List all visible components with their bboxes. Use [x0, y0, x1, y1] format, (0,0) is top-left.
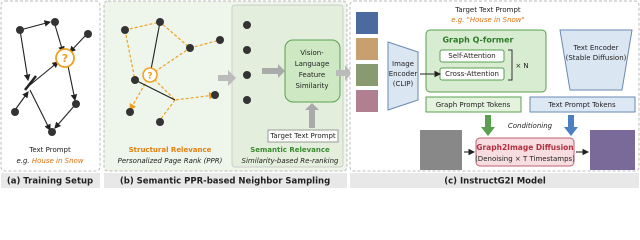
- diagram: ? Text Prompt e.g. House in Snow (a) Tra…: [0, 0, 640, 188]
- image-encoder: Encoder: [389, 70, 418, 78]
- diffusion-title: Graph2Image Diffusion: [476, 143, 573, 152]
- diffusion-subtitle: (Denoising × T Timestamps): [475, 155, 575, 163]
- svg-text:?: ?: [62, 52, 68, 65]
- caption-a: (a) Training Setup: [7, 177, 93, 187]
- qformer-title: Graph Q-former: [442, 36, 513, 45]
- similarity-line: Language: [295, 60, 330, 68]
- graph-tokens: Graph Prompt Tokens: [436, 101, 511, 109]
- semantic-subtitle: Similarity-based Re-ranking: [242, 157, 339, 165]
- panel-a: ? Text Prompt e.g. House in Snow (a) Tra…: [0, 0, 101, 188]
- image-encoder: (CLIP): [393, 80, 414, 88]
- cross-attention: Cross-Attention: [445, 70, 499, 78]
- caption-b: (b) Semantic PPR-based Neighbor Sampling: [120, 177, 330, 187]
- similarity-line: Vision-: [300, 49, 324, 57]
- semantic-title: Semantic Relevance: [250, 146, 330, 154]
- image-encoder: Image: [392, 60, 414, 68]
- panel-c: Image Encoder (CLIP) Target Text Prompt …: [349, 0, 640, 188]
- caption-c: (c) InstructG2I Model: [444, 177, 546, 187]
- prompt-label: Text Prompt: [28, 146, 71, 154]
- text-encoder: (Stable Diffusion): [566, 54, 627, 62]
- target-example: e.g. "House in Snow": [451, 16, 525, 24]
- similarity-line: Feature: [299, 71, 325, 79]
- target-prompt-b: Target Text Prompt: [269, 132, 336, 140]
- structural-subtitle: Personalized Page Rank (PPR): [118, 157, 223, 165]
- text-tokens: Text Prompt Tokens: [547, 101, 616, 109]
- repeat: × N: [515, 62, 528, 70]
- target-prompt-c: Target Text Prompt: [454, 6, 521, 14]
- structural-title: Structural Relevance: [129, 146, 212, 154]
- conditioning: Conditioning: [508, 122, 553, 130]
- panel-b: ? Vision- Language Feature Similarity Ta…: [103, 0, 348, 188]
- svg-text:?: ?: [147, 72, 152, 82]
- similarity-line: Similarity: [295, 82, 328, 90]
- text-encoder: Text Encoder: [572, 44, 618, 52]
- prompt-example: e.g. House in Snow: [16, 157, 83, 165]
- self-attention: Self-Attention: [448, 52, 495, 60]
